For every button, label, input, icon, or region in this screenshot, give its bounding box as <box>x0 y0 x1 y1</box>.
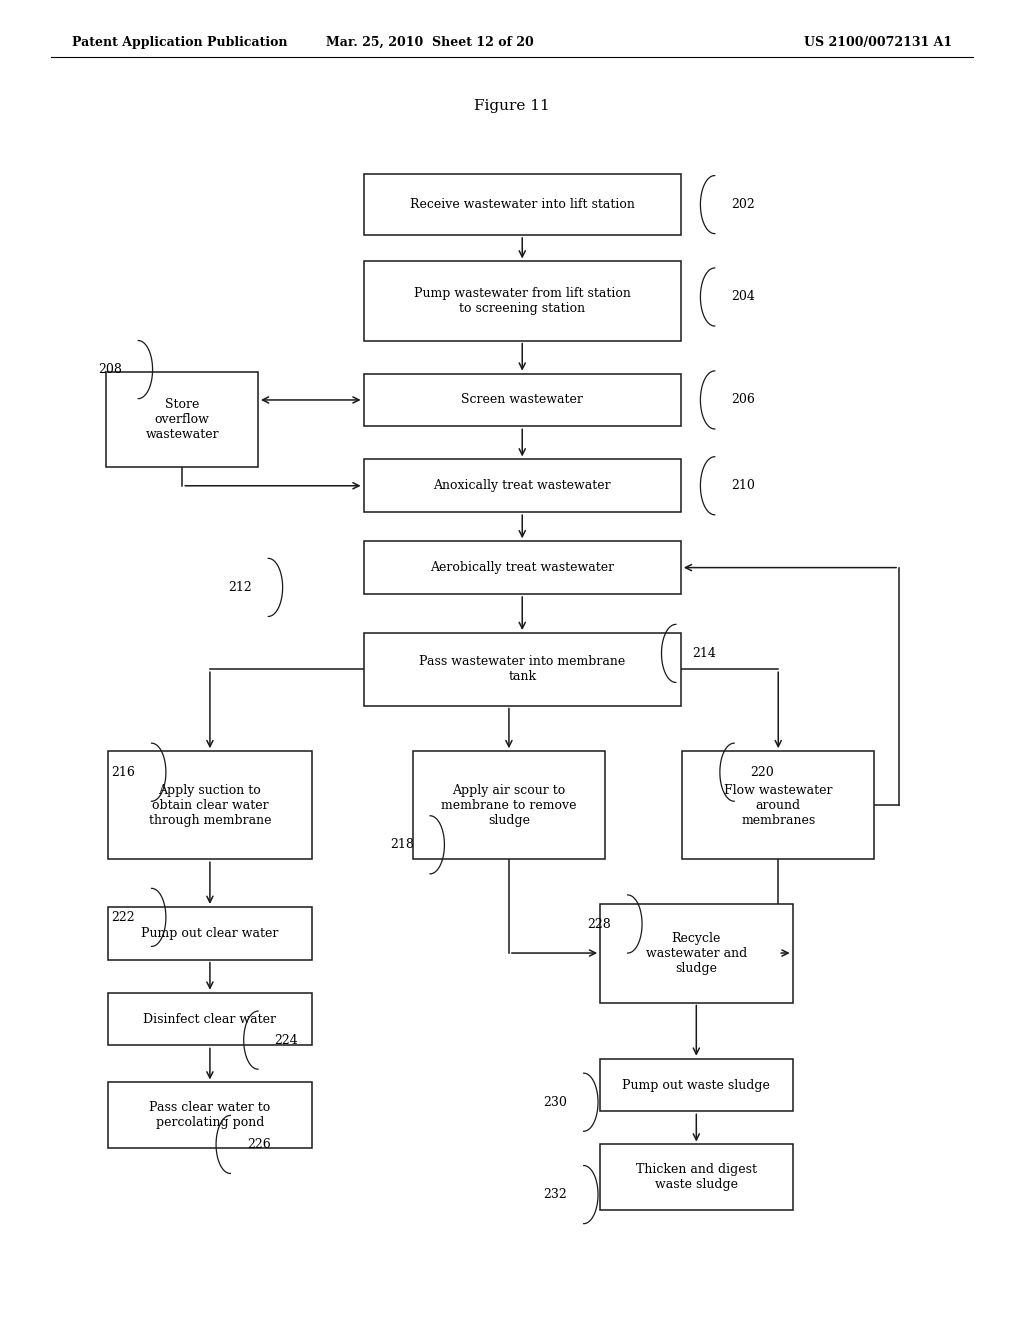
Text: 206: 206 <box>731 393 755 407</box>
FancyBboxPatch shape <box>682 751 874 859</box>
Text: Pass wastewater into membrane
tank: Pass wastewater into membrane tank <box>419 655 626 684</box>
Text: Pass clear water to
percolating pond: Pass clear water to percolating pond <box>150 1101 270 1130</box>
FancyBboxPatch shape <box>364 261 681 341</box>
FancyBboxPatch shape <box>600 1144 793 1210</box>
Text: Apply air scour to
membrane to remove
sludge: Apply air scour to membrane to remove sl… <box>441 784 577 826</box>
Text: 228: 228 <box>588 917 611 931</box>
Text: 208: 208 <box>98 363 122 376</box>
Text: 232: 232 <box>544 1188 567 1201</box>
Text: Pump wastewater from lift station
to screening station: Pump wastewater from lift station to scr… <box>414 286 631 315</box>
FancyBboxPatch shape <box>600 1059 793 1111</box>
FancyBboxPatch shape <box>364 174 681 235</box>
FancyBboxPatch shape <box>600 903 793 1003</box>
Text: 220: 220 <box>751 766 774 779</box>
Text: Patent Application Publication: Patent Application Publication <box>72 36 287 49</box>
Text: Mar. 25, 2010  Sheet 12 of 20: Mar. 25, 2010 Sheet 12 of 20 <box>327 36 534 49</box>
FancyBboxPatch shape <box>108 993 312 1045</box>
Text: Flow wastewater
around
membranes: Flow wastewater around membranes <box>724 784 833 826</box>
FancyBboxPatch shape <box>108 1082 312 1148</box>
FancyBboxPatch shape <box>108 907 312 960</box>
Text: Store
overflow
wastewater: Store overflow wastewater <box>145 399 219 441</box>
Text: US 2100/0072131 A1: US 2100/0072131 A1 <box>804 36 952 49</box>
Text: 214: 214 <box>692 647 716 660</box>
FancyBboxPatch shape <box>364 459 681 512</box>
Text: Receive wastewater into lift station: Receive wastewater into lift station <box>410 198 635 211</box>
Text: Disinfect clear water: Disinfect clear water <box>143 1012 276 1026</box>
Text: 210: 210 <box>731 479 755 492</box>
FancyBboxPatch shape <box>364 374 681 426</box>
Text: Apply suction to
obtain clear water
through membrane: Apply suction to obtain clear water thro… <box>148 784 271 826</box>
Text: Figure 11: Figure 11 <box>474 99 550 112</box>
Text: 222: 222 <box>112 911 135 924</box>
Text: 226: 226 <box>247 1138 270 1151</box>
Text: Aerobically treat wastewater: Aerobically treat wastewater <box>430 561 614 574</box>
FancyBboxPatch shape <box>413 751 605 859</box>
Text: 216: 216 <box>112 766 135 779</box>
Text: Thicken and digest
waste sludge: Thicken and digest waste sludge <box>636 1163 757 1192</box>
Text: 224: 224 <box>274 1034 298 1047</box>
Text: 202: 202 <box>731 198 755 211</box>
Text: Pump out clear water: Pump out clear water <box>141 927 279 940</box>
Text: 212: 212 <box>228 581 252 594</box>
Text: Anoxically treat wastewater: Anoxically treat wastewater <box>433 479 611 492</box>
FancyBboxPatch shape <box>364 634 681 706</box>
Text: 204: 204 <box>731 290 755 304</box>
Text: 230: 230 <box>544 1096 567 1109</box>
FancyBboxPatch shape <box>106 372 258 467</box>
FancyBboxPatch shape <box>108 751 312 859</box>
Text: Recycle
wastewater and
sludge: Recycle wastewater and sludge <box>646 932 746 974</box>
Text: Screen wastewater: Screen wastewater <box>461 393 584 407</box>
Text: 218: 218 <box>390 838 414 851</box>
Text: Pump out waste sludge: Pump out waste sludge <box>623 1078 770 1092</box>
FancyBboxPatch shape <box>364 541 681 594</box>
